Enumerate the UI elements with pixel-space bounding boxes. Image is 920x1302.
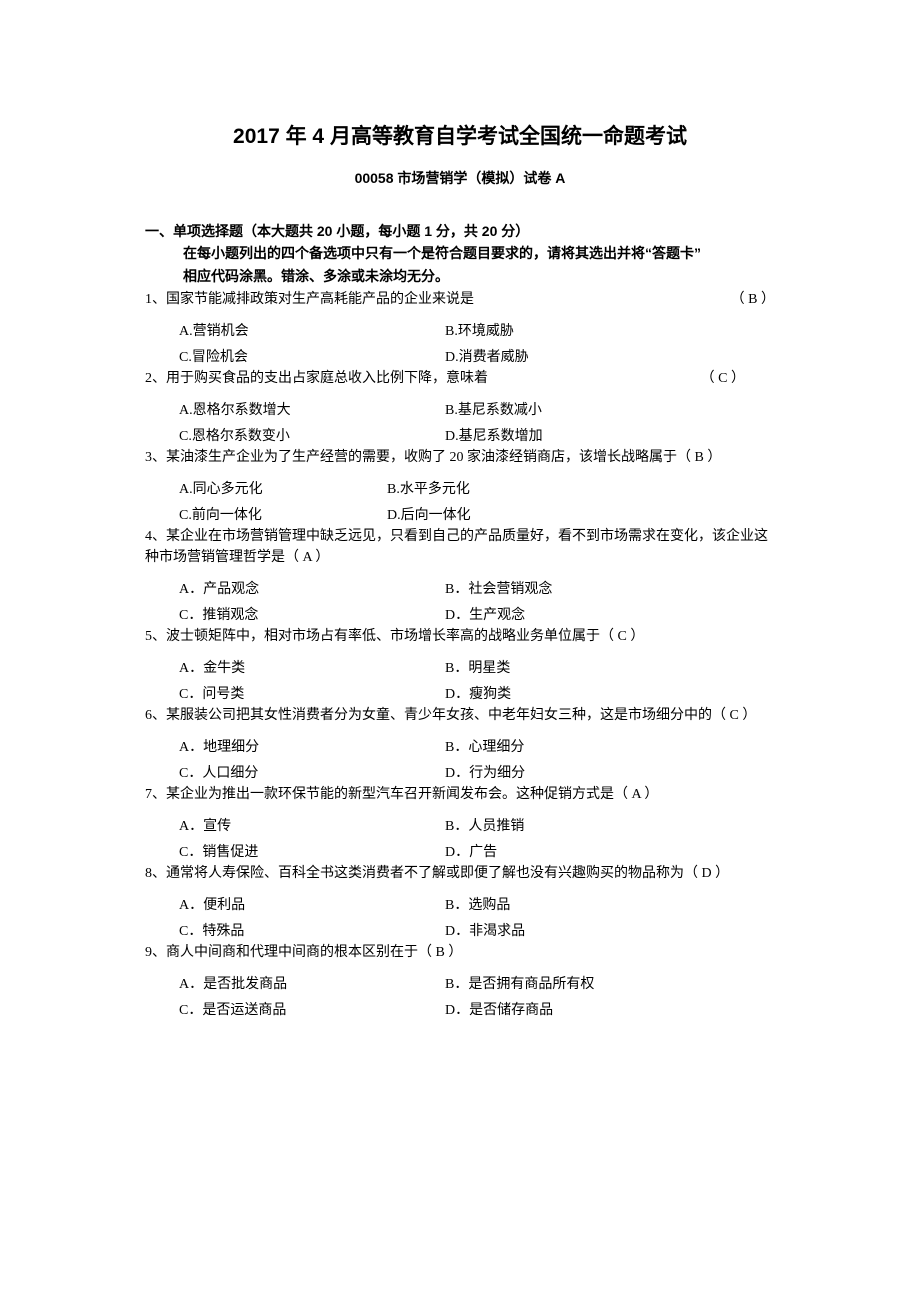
section-1-line2: 在每小题列出的四个备选项中只有一个是符合题目要求的，请将其选出并将“答题卡”: [145, 242, 775, 264]
question-7-opt-a: A．宣传: [179, 815, 445, 835]
question-9-opt-c: C．是否运送商品: [179, 999, 445, 1019]
question-9-opt-b: B．是否拥有商品所有权: [445, 973, 775, 993]
question-2-opt-d: D.基尼系数增加: [445, 425, 775, 445]
question-1-answer: （ B ）: [731, 289, 775, 310]
question-1-opt-c: C.冒险机会: [179, 346, 445, 366]
question-9-opt-a: A．是否批发商品: [179, 973, 445, 993]
question-6-opt-b: B．心理细分: [445, 736, 775, 756]
section-1-line1: 一、单项选择题（本大题共 20 小题，每小题 1 分，共 20 分）: [145, 223, 529, 239]
question-2-stem: 2、用于购买食品的支出占家庭总收入比例下降，意味着 （ C ）: [145, 368, 775, 389]
question-4-opt-d: D．生产观念: [445, 604, 775, 624]
question-7-options-ab: A．宣传 B．人员推销: [145, 815, 775, 835]
exam-document: 2017 年 4 月高等教育自学考试全国统一命题考试 00058 市场营销学（模…: [0, 0, 920, 1081]
question-8-opt-a: A．便利品: [179, 894, 445, 914]
question-8-options-ab: A．便利品 B．选购品: [145, 894, 775, 914]
question-4-opt-c: C．推销观念: [179, 604, 445, 624]
question-1: 1、国家节能减排政策对生产高耗能产品的企业来说是 （ B ）: [145, 289, 775, 310]
question-1-stem: 1、国家节能减排政策对生产高耗能产品的企业来说是 （ B ）: [145, 289, 775, 310]
question-7: 7、某企业为推出一款环保节能的新型汽车召开新闻发布会。这种促销方式是（ A ）: [145, 784, 775, 805]
question-6-opt-d: D．行为细分: [445, 762, 775, 782]
question-9-options-ab: A．是否批发商品 B．是否拥有商品所有权: [145, 973, 775, 993]
question-1-opt-b: B.环境威胁: [445, 320, 775, 340]
question-4: 4、某企业在市场营销管理中缺乏远见，只看到自己的产品质量好，看不到市场需求在变化…: [145, 526, 775, 568]
question-1-options-ab: A.营销机会 B.环境威胁: [145, 320, 775, 340]
question-5-options-ab: A．金牛类 B．明星类: [145, 657, 775, 677]
question-6-options-cd: C．人口细分 D．行为细分: [145, 762, 775, 782]
question-8-opt-b: B．选购品: [445, 894, 775, 914]
question-7-options-cd: C．销售促进 D．广告: [145, 841, 775, 861]
question-5-opt-d: D．瘦狗类: [445, 683, 775, 703]
question-6-opt-a: A．地理细分: [179, 736, 445, 756]
question-5-stem: 5、波士顿矩阵中，相对市场占有率低、市场增长率高的战略业务单位属于（ C ）: [145, 626, 775, 647]
section-1-line3: 相应代码涂黑。错涂、多涂或未涂均无分。: [145, 265, 775, 287]
question-7-opt-d: D．广告: [445, 841, 775, 861]
question-4-opt-a: A．产品观念: [179, 578, 445, 598]
question-2-opt-c: C.恩格尔系数变小: [179, 425, 445, 445]
question-7-stem: 7、某企业为推出一款环保节能的新型汽车召开新闻发布会。这种促销方式是（ A ）: [145, 784, 775, 805]
question-6-opt-c: C．人口细分: [179, 762, 445, 782]
question-8: 8、通常将人寿保险、百科全书这类消费者不了解或即便了解也没有兴趣购买的物品称为（…: [145, 863, 775, 884]
question-7-opt-c: C．销售促进: [179, 841, 445, 861]
question-1-opt-a: A.营销机会: [179, 320, 445, 340]
question-6-stem: 6、某服装公司把其女性消费者分为女童、青少年女孩、中老年妇女三种，这是市场细分中…: [145, 705, 775, 726]
question-5-options-cd: C．问号类 D．瘦狗类: [145, 683, 775, 703]
question-2-options-ab: A.恩格尔系数增大 B.基尼系数减小: [145, 399, 775, 419]
question-2-options-cd: C.恩格尔系数变小 D.基尼系数增加: [145, 425, 775, 445]
exam-title: 2017 年 4 月高等教育自学考试全国统一命题考试: [145, 120, 775, 150]
question-9-stem: 9、商人中间商和代理中间商的根本区别在于（ B ）: [145, 942, 775, 963]
question-3-options-ab: A.同心多元化 B.水平多元化: [145, 478, 775, 498]
question-8-opt-d: D．非渴求品: [445, 920, 775, 940]
question-2-opt-a: A.恩格尔系数增大: [179, 399, 445, 419]
question-1-opt-d: D.消费者威胁: [445, 346, 775, 366]
question-5: 5、波士顿矩阵中，相对市场占有率低、市场增长率高的战略业务单位属于（ C ）: [145, 626, 775, 647]
question-3-stem: 3、某油漆生产企业为了生产经营的需要，收购了 20 家油漆经销商店，该增长战略属…: [145, 447, 775, 468]
question-7-opt-b: B．人员推销: [445, 815, 775, 835]
question-5-opt-c: C．问号类: [179, 683, 445, 703]
question-6-options-ab: A．地理细分 B．心理细分: [145, 736, 775, 756]
question-2-opt-b: B.基尼系数减小: [445, 399, 775, 419]
exam-subtitle: 00058 市场营销学（模拟）试卷 A: [145, 168, 775, 188]
question-3-opt-b: B.水平多元化: [387, 478, 775, 498]
question-4-stem: 4、某企业在市场营销管理中缺乏远见，只看到自己的产品质量好，看不到市场需求在变化…: [145, 526, 775, 568]
question-5-opt-a: A．金牛类: [179, 657, 445, 677]
question-9-options-cd: C．是否运送商品 D．是否储存商品: [145, 999, 775, 1019]
question-3-opt-c: C.前向一体化: [179, 504, 387, 524]
question-3-opt-a: A.同心多元化: [179, 478, 387, 498]
question-3-options-cd: C.前向一体化 D.后向一体化: [145, 504, 775, 524]
question-9: 9、商人中间商和代理中间商的根本区别在于（ B ）: [145, 942, 775, 963]
question-2-answer: （ C ）: [701, 368, 745, 389]
question-4-options-cd: C．推销观念 D．生产观念: [145, 604, 775, 624]
question-8-stem: 8、通常将人寿保险、百科全书这类消费者不了解或即便了解也没有兴趣购买的物品称为（…: [145, 863, 775, 884]
question-8-opt-c: C．特殊品: [179, 920, 445, 940]
question-6: 6、某服装公司把其女性消费者分为女童、青少年女孩、中老年妇女三种，这是市场细分中…: [145, 705, 775, 726]
question-4-opt-b: B．社会营销观念: [445, 578, 775, 598]
question-3-opt-d: D.后向一体化: [387, 504, 775, 524]
question-5-opt-b: B．明星类: [445, 657, 775, 677]
question-4-options-ab: A．产品观念 B．社会营销观念: [145, 578, 775, 598]
section-1-header: 一、单项选择题（本大题共 20 小题，每小题 1 分，共 20 分） 在每小题列…: [145, 220, 775, 287]
question-3: 3、某油漆生产企业为了生产经营的需要，收购了 20 家油漆经销商店，该增长战略属…: [145, 447, 775, 468]
question-1-options-cd: C.冒险机会 D.消费者威胁: [145, 346, 775, 366]
question-8-options-cd: C．特殊品 D．非渴求品: [145, 920, 775, 940]
question-2: 2、用于购买食品的支出占家庭总收入比例下降，意味着 （ C ）: [145, 368, 775, 389]
question-9-opt-d: D．是否储存商品: [445, 999, 775, 1019]
